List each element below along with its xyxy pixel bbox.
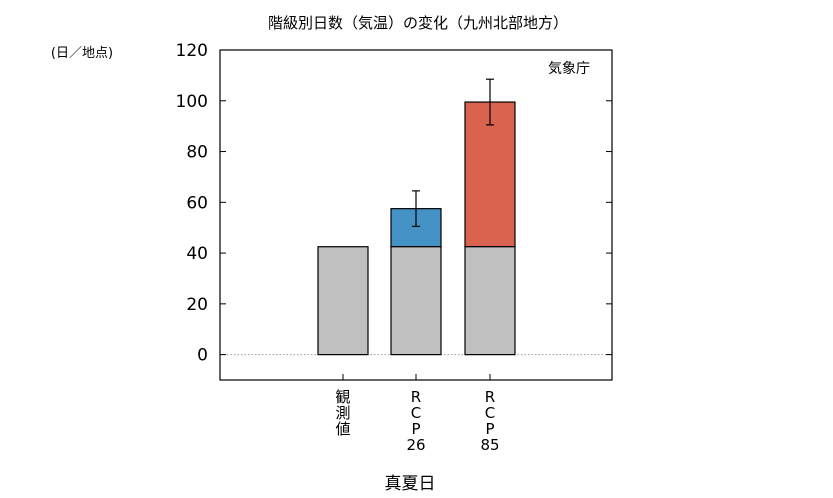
x-axis-label: 真夏日 — [385, 474, 436, 494]
bar-rcp85-base — [464, 246, 516, 356]
x-tick-label-observed-0: 観 — [335, 388, 350, 406]
y-tick-label-60: 60 — [186, 193, 208, 213]
bar-rcp85-increase — [464, 101, 516, 248]
y-tick-label-80: 80 — [186, 143, 208, 163]
x-tick-label-rcp26-2: P — [411, 420, 420, 438]
x-tick-label-rcp85-2: P — [485, 420, 494, 438]
bar-rcp26-increase — [390, 208, 442, 248]
x-tick-label-rcp85-1: C — [485, 404, 495, 422]
bar-observed-base — [317, 246, 369, 356]
x-tick-label-observed-2: 値 — [335, 420, 350, 438]
y-tick-label-20: 20 — [186, 295, 208, 315]
source-label: 気象庁 — [548, 61, 590, 77]
chart-title: 階級別日数（気温）の変化（九州北部地方） — [268, 14, 568, 32]
x-tick-label-rcp85-3: 85 — [480, 436, 499, 454]
y-tick-label-120: 120 — [176, 41, 208, 61]
y-tick-label-100: 100 — [176, 92, 208, 112]
x-tick-label-rcp26-0: R — [411, 388, 421, 406]
bar-rcp26-base — [390, 246, 442, 356]
y-unit-label: (日／地点) — [51, 46, 113, 61]
y-tick-label-40: 40 — [186, 244, 208, 264]
x-tick-label-rcp26-1: C — [411, 404, 421, 422]
x-tick-label-rcp85-0: R — [485, 388, 495, 406]
y-tick-label-0: 0 — [197, 346, 208, 366]
x-tick-label-rcp26-3: 26 — [406, 436, 425, 454]
x-tick-label-observed-1: 測 — [335, 404, 350, 422]
